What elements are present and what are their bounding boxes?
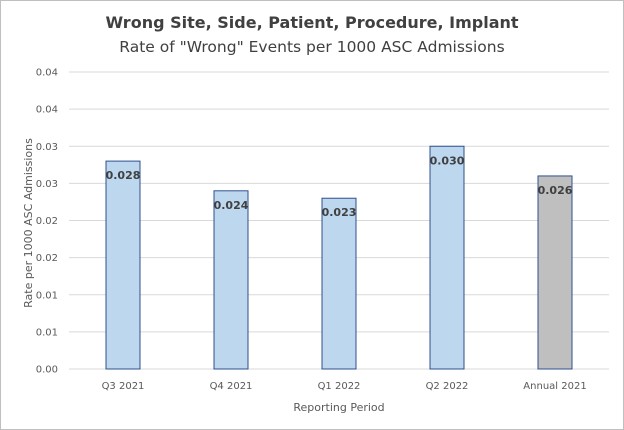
x-tick-label: Annual 2021 <box>523 381 586 392</box>
y-tick-label: 0.04 <box>36 105 58 116</box>
bar <box>429 145 465 370</box>
bar <box>321 197 357 370</box>
y-tick-label: 0.03 <box>36 142 58 153</box>
y-tick-label: 0.01 <box>36 327 58 338</box>
data-label: 0.024 <box>214 199 249 212</box>
y-tick-label: 0.02 <box>36 253 58 264</box>
y-tick-label: 0.02 <box>36 216 58 227</box>
data-label: 0.023 <box>322 206 357 219</box>
y-tick-label: 0.00 <box>36 365 58 376</box>
y-tick-label: 0.03 <box>36 179 58 190</box>
y-tick-label: 0.04 <box>36 68 58 79</box>
data-label: 0.026 <box>538 184 573 197</box>
chart-subtitle: Rate of "Wrong" Events per 1000 ASC Admi… <box>119 38 504 56</box>
labels-layer: 0.00 0.01 0.01 0.02 0.02 0.03 0.03 0.04 0.04 0.02… <box>36 68 587 393</box>
x-tick-label: Q2 2022 <box>426 381 469 392</box>
bar <box>105 160 141 370</box>
y-tick-label: 0.01 <box>36 290 58 301</box>
x-tick-label: Q1 2022 <box>318 381 361 392</box>
bar <box>213 190 249 370</box>
y-axis-title: Rate per 1000 ASC Admissions <box>22 138 35 308</box>
bar <box>537 175 573 370</box>
x-tick-label: Q4 2021 <box>210 381 253 392</box>
bars-layer <box>105 145 573 370</box>
data-label: 0.028 <box>106 169 141 182</box>
x-tick-label: Q3 2021 <box>102 381 145 392</box>
chart-title: Wrong Site, Side, Patient, Procedure, Im… <box>105 13 518 32</box>
data-label: 0.030 <box>430 154 465 167</box>
x-axis-title: Reporting Period <box>293 401 384 414</box>
